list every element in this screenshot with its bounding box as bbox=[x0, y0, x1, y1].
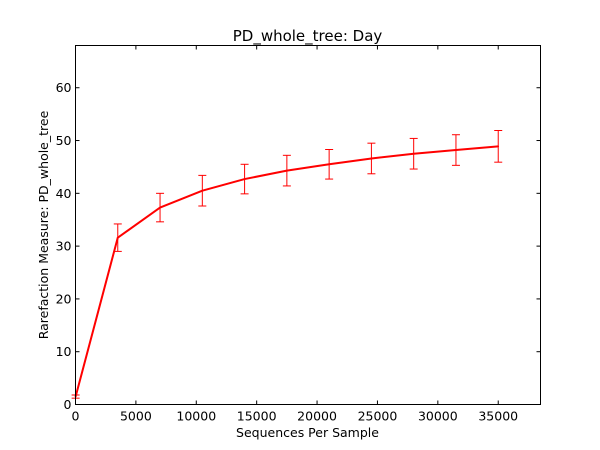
data-point bbox=[497, 145, 500, 148]
data-point bbox=[370, 157, 373, 160]
x-tick-label: 5000 bbox=[120, 409, 152, 424]
data-point bbox=[455, 149, 457, 151]
axis-ticks: 0 5000 10000 15000 20000 25000 30000 35000 0 10 20… bbox=[56, 45, 541, 424]
x-tick-label: 30000 bbox=[418, 409, 458, 424]
plot-area bbox=[71, 129, 503, 399]
y-axis-label: Rarefaction Measure: PD_whole_tree bbox=[36, 110, 51, 339]
x-tick-label: 15000 bbox=[237, 409, 277, 424]
data-point bbox=[412, 152, 415, 155]
y-tick-label: 60 bbox=[56, 80, 72, 95]
data-point bbox=[243, 178, 246, 180]
x-tick-label: 0 bbox=[72, 409, 80, 424]
data-point bbox=[201, 189, 204, 192]
y-tick-label: 10 bbox=[56, 344, 72, 359]
y-tick-label: 40 bbox=[56, 186, 72, 201]
x-tick-label: 10000 bbox=[176, 409, 216, 424]
data-point bbox=[116, 236, 119, 239]
y-tick-label: 30 bbox=[56, 239, 72, 254]
data-point bbox=[286, 169, 288, 172]
y-tick-label: 50 bbox=[56, 133, 72, 148]
x-tick-label: 25000 bbox=[358, 409, 398, 424]
y-tick-label: 0 bbox=[64, 397, 72, 412]
data-point bbox=[159, 206, 161, 209]
data-point bbox=[328, 163, 330, 166]
x-tick-label: 20000 bbox=[297, 409, 337, 424]
y-tick-label: 20 bbox=[56, 291, 72, 306]
x-axis-label: Sequences Per Sample bbox=[236, 425, 379, 440]
plot-frame bbox=[75, 45, 541, 405]
x-tick-label: 35000 bbox=[478, 409, 518, 424]
chart-title: PD_whole_tree: Day bbox=[233, 27, 383, 46]
